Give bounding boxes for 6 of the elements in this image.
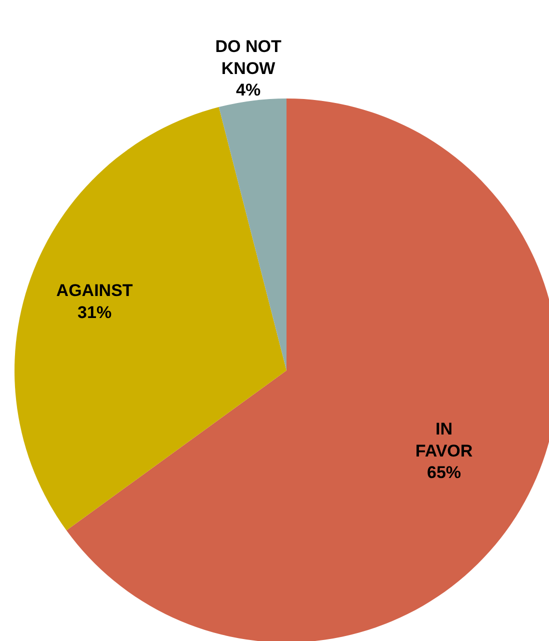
slice-label: DO NOT KNOW xyxy=(215,36,282,78)
slice-label: IN FAVOR xyxy=(415,419,473,460)
data-label: 65% xyxy=(427,463,462,482)
data-label: 4% xyxy=(236,80,261,100)
slice-label: AGAINST xyxy=(56,280,134,300)
data-label: 31% xyxy=(78,302,112,322)
